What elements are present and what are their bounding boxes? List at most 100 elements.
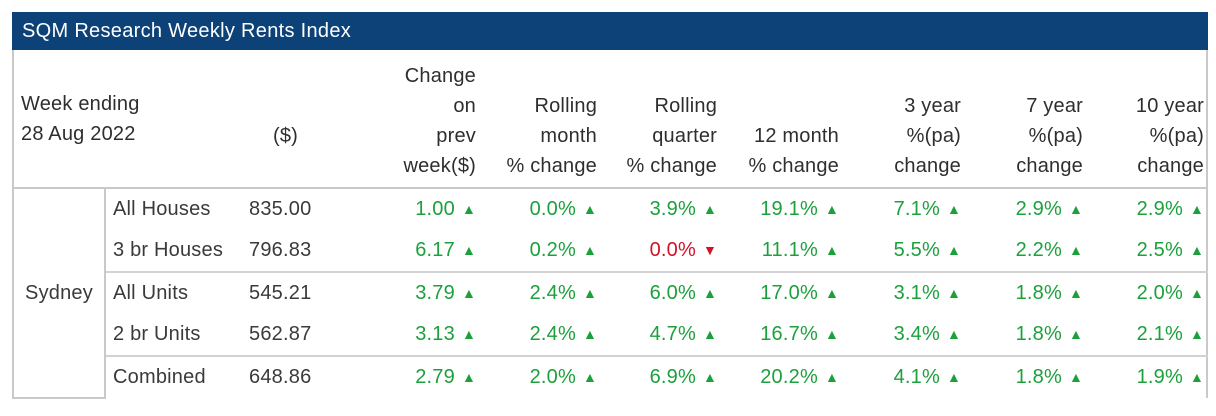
change-value: 20.2% [760,366,818,388]
trend-arrow-icon: ▲ [702,285,718,301]
trend-arrow-icon: ▲ [946,285,962,301]
change-value: 2.4% [529,282,576,304]
change-value: 2.5% [1136,239,1183,261]
change-value: 2.0% [1136,282,1183,304]
change-cell: 11.1% ▲ [719,230,841,272]
change-cell: 1.8% ▲ [963,271,1086,314]
change-cell: 6.0% ▲ [599,271,720,314]
change-cell: 0.2% ▲ [478,230,599,272]
trend-arrow-icon: ▲ [946,242,962,258]
change-value: 2.79 [415,366,455,388]
trend-arrow-icon: ▲ [461,326,477,342]
change-value: 4.7% [649,323,696,345]
change-cell: 1.8% ▲ [963,355,1086,398]
change-cell: 2.4% ▲ [478,314,599,356]
change-value: 2.1% [1136,323,1183,345]
change-cell: 5.5% ▲ [841,230,963,272]
change-cell: 3.13 ▲ [323,314,478,356]
table-row-all-units: All Units 545.21 3.79 ▲ 2.4% ▲ 6.0% ▲ 17.0%… [13,271,1208,314]
change-cell: 2.4% ▲ [478,271,600,314]
change-value: 3.13 [415,323,455,345]
change-value: 2.4% [529,323,576,345]
trend-arrow-icon: ▲ [461,369,477,385]
change-value: 3.79 [415,282,455,304]
column-header-12-month: 12 month % change [719,50,842,189]
trend-arrow-icon: ▲ [1189,201,1205,217]
table-row-2br-units: 2 br Units 562.87 3.13 ▲ 2.4% ▲ 4.7% ▲ 16.7… [13,314,1207,356]
trend-arrow-icon: ▲ [1068,369,1084,385]
change-value: 1.00 [415,198,455,220]
change-value: 2.9% [1136,198,1183,220]
trend-arrow-icon: ▲ [946,326,962,342]
rent-price-cell: 796.83 [249,239,312,261]
rent-price-cell: 835.00 [249,198,312,220]
trend-arrow-icon: ▲ [1068,242,1084,258]
change-cell: 2.2% ▲ [963,230,1085,272]
column-header-3-year: 3 year %(pa) change [841,50,964,189]
change-value: 3.4% [893,323,940,345]
change-value: 6.0% [649,282,696,304]
trend-arrow-icon: ▲ [582,326,598,342]
change-cell: 2.9% ▲ [963,188,1085,230]
change-cell: 20.2% ▲ [719,355,842,398]
change-cell: 0.0% ▲ [478,188,599,230]
change-value: 6.9% [649,366,696,388]
column-header-10-year: 10 year %(pa) change [1085,50,1208,189]
change-value: 17.0% [760,282,818,304]
change-cell: 6.9% ▲ [599,355,720,398]
header-row: Week ending 28 Aug 2022 ($) Change on pr… [13,50,1208,189]
change-value: 6.17 [415,239,455,261]
change-cell: 17.0% ▲ [719,271,842,314]
trend-arrow-icon: ▲ [1189,326,1205,342]
trend-arrow-icon: ▲ [582,201,598,217]
change-cell: 3.79 ▲ [323,271,479,314]
column-header-week-ending: Week ending 28 Aug 2022 [13,50,249,189]
change-cell: 2.9% ▲ [1085,188,1207,230]
trend-arrow-icon: ▲ [1068,326,1084,342]
change-cell: 3.1% ▲ [841,271,964,314]
trend-arrow-icon: ▲ [946,201,962,217]
rent-price-cell: 562.87 [249,323,312,345]
trend-arrow-icon: ▲ [702,326,718,342]
property-type-cell: 2 br Units [113,323,201,345]
page-title: SQM Research Weekly Rents Index [22,20,352,42]
trend-arrow-icon: ▲ [461,285,477,301]
change-cell: 0.0% ▼ [599,230,719,272]
rents-index-table: Week ending 28 Aug 2022 ($) Change on pr… [12,50,1209,399]
change-cell: 19.1% ▲ [719,188,841,230]
change-cell: 1.8% ▲ [963,314,1085,356]
trend-arrow-icon: ▲ [702,201,718,217]
trend-arrow-icon: ▲ [1189,242,1205,258]
trend-arrow-icon: ▲ [1068,285,1084,301]
property-type-cell: Combined [105,355,249,398]
change-cell: 3.4% ▲ [841,314,963,356]
trend-arrow-icon: ▲ [1189,369,1205,385]
change-value: 7.1% [893,198,940,220]
trend-arrow-icon: ▲ [582,242,598,258]
change-value: 1.9% [1136,366,1183,388]
trend-arrow-icon: ▲ [824,242,840,258]
change-value: 16.7% [760,323,818,345]
change-value: 3.9% [649,198,696,220]
change-cell: 2.79 ▲ [323,355,479,398]
trend-arrow-icon: ▲ [461,242,477,258]
column-header-rolling-month: Rolling month % change [478,50,600,189]
change-value: 11.1% [761,239,818,261]
change-value: 2.2% [1015,239,1062,261]
change-value: 4.1% [893,366,940,388]
change-cell: 2.1% ▲ [1085,314,1207,356]
column-header-change-prev-week: Change on prev week($) [323,50,479,189]
change-cell: 3.9% ▲ [599,188,719,230]
trend-arrow-icon: ▲ [1189,285,1205,301]
trend-arrow-icon: ▼ [702,242,718,258]
trend-arrow-icon: ▲ [582,369,598,385]
trend-arrow-icon: ▲ [824,285,840,301]
change-value: 0.0% [649,239,696,261]
rent-price-cell: 648.86 [248,355,324,398]
change-value: 0.2% [529,239,576,261]
change-cell: 2.0% ▲ [478,355,600,398]
trend-arrow-icon: ▲ [1068,201,1084,217]
change-cell: 1.9% ▲ [1085,355,1208,398]
change-value: 5.5% [893,239,940,261]
change-cell: 2.5% ▲ [1085,230,1207,272]
